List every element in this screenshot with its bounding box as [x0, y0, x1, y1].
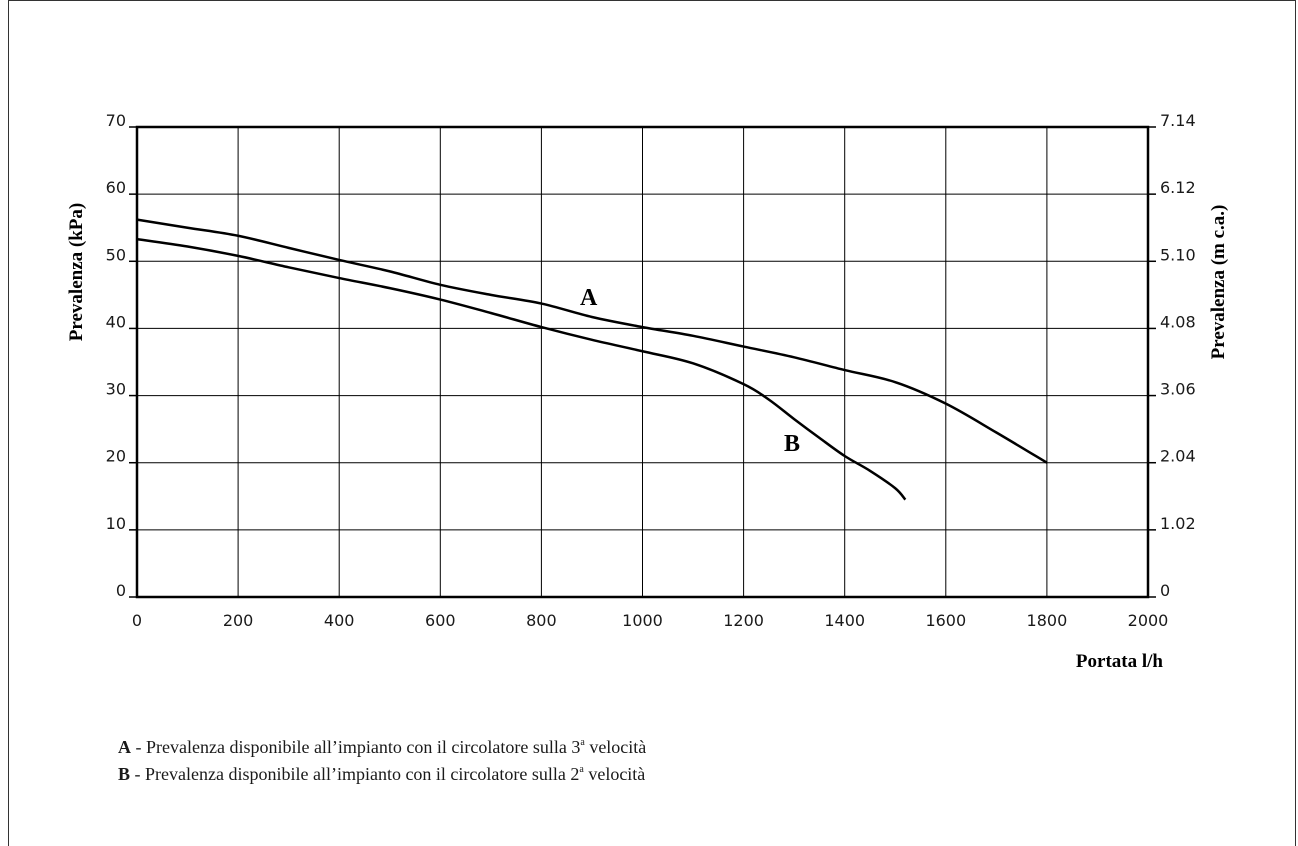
y2-tick-label: 2.04 [1160, 447, 1196, 466]
y2-tick-label: 4.08 [1160, 312, 1196, 331]
x-tick-label: 800 [526, 611, 557, 630]
plot-border [135, 125, 1150, 599]
y2-tick-label: 0 [1160, 581, 1170, 600]
x-tick-label: 0 [132, 611, 142, 630]
x-tick-label: 600 [425, 611, 456, 630]
grid-lines [137, 127, 1148, 597]
x-axis-ticks: 0 200 400 600 800 1000 1200 1400 1600 1800 2000 [132, 611, 1168, 630]
legend-sup-b: a [579, 764, 584, 775]
y2-tick-label: 6.12 [1160, 178, 1196, 197]
chart-frame [8, 0, 1296, 846]
y-tick-label: 50 [106, 245, 126, 264]
x-tick-label: 1400 [824, 611, 865, 630]
x-tick-label: 200 [223, 611, 254, 630]
legend-text-b-end: velocità [583, 764, 646, 784]
legend-item-b: B - Prevalenza disponibile all’impianto … [118, 764, 645, 785]
y2-tick-label: 7.14 [1160, 111, 1196, 130]
legend-item-a: A - Prevalenza disponibile all’impianto … [118, 737, 646, 758]
x-tick-label: 2000 [1128, 611, 1169, 630]
x-axis-title: Portata l/h [1076, 651, 1164, 672]
y2-axis-title: Prevalenza (m c.a.) [1208, 205, 1229, 360]
series-label-a: A [580, 285, 598, 311]
y-tick-label: 10 [106, 514, 126, 533]
y-axis-ticks: 0 10 20 30 40 50 60 70 [106, 111, 137, 600]
x-tick-label: 1800 [1027, 611, 1068, 630]
x-tick-label: 1000 [622, 611, 663, 630]
x-tick-label: 1200 [723, 611, 764, 630]
legend-key-a: A [118, 737, 131, 757]
legend-text-a-end: velocità [584, 737, 647, 757]
y-tick-label: 20 [106, 447, 126, 466]
series-line-b [136, 237, 907, 501]
series-line-a [136, 218, 1048, 464]
series-label-b: B [784, 431, 800, 457]
y-tick-label: 40 [106, 312, 126, 331]
y-tick-label: 60 [106, 178, 126, 197]
y2-tick-label: 5.10 [1160, 245, 1196, 264]
legend-text-b: - Prevalenza disponibile all’impianto co… [130, 764, 580, 784]
y2-tick-label: 1.02 [1160, 514, 1196, 533]
series-group [136, 218, 1048, 501]
legend-sup-a: a [580, 737, 585, 748]
legend-key-b: B [118, 764, 131, 784]
y-tick-label: 0 [116, 581, 126, 600]
x-tick-label: 1600 [925, 611, 966, 630]
y-tick-label: 30 [106, 380, 126, 399]
y2-axis-ticks: 0 1.02 2.04 3.06 4.08 5.10 6.12 7.14 [1148, 111, 1196, 600]
legend-text-a: - Prevalenza disponibile all’impianto co… [131, 737, 581, 757]
y-axis-title: Prevalenza (kPa) [66, 203, 87, 341]
y2-tick-label: 3.06 [1160, 380, 1196, 399]
x-tick-label: 400 [324, 611, 355, 630]
y-tick-label: 70 [106, 111, 126, 130]
